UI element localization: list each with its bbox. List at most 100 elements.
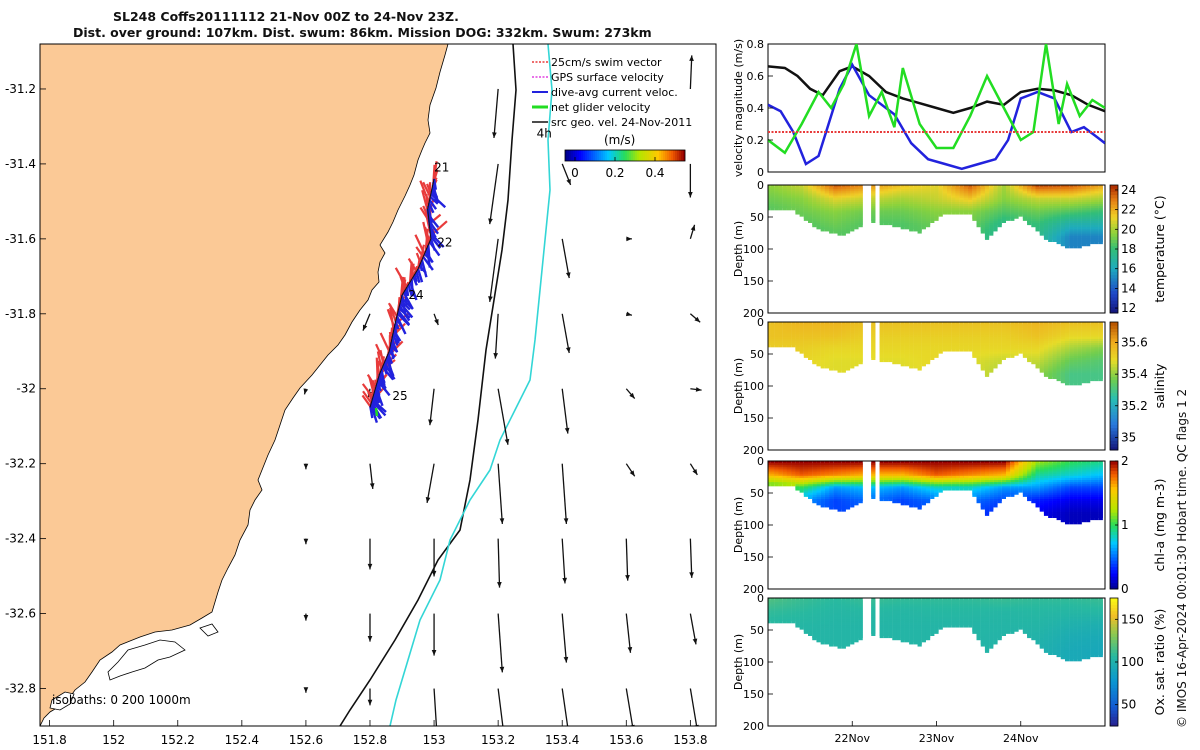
section-cell [774,482,779,487]
section-cell [997,467,1002,472]
section-cell [841,195,846,200]
section-cell [1031,461,1036,466]
section-cell [921,477,926,483]
section-cell [896,494,901,499]
section-cell [883,490,889,495]
section-cell [824,336,830,341]
section-cell [1031,212,1036,217]
section-cell [1060,364,1065,369]
section-cell [904,482,910,487]
section-cell [778,195,783,200]
section-cell [913,490,918,495]
section-cell [795,480,800,485]
section-cell [858,351,863,356]
section-cell [984,364,990,369]
section-cell [972,461,977,466]
section-cell [913,208,918,213]
section-cell [942,330,948,335]
section-cell [879,488,884,493]
section-cell [824,214,830,219]
section-cell [774,477,779,483]
section-cell [841,223,846,228]
section-cell [1060,349,1065,354]
section-cell [824,471,830,476]
section-cell [812,338,817,344]
section-colorbar-cell [1110,207,1118,212]
geovel-arrow-shaft [497,463,503,524]
section-cell [1060,492,1065,497]
section-cell [921,216,926,221]
section-cell [768,193,771,198]
section-cell [829,334,834,339]
section-cell [1022,480,1028,485]
section-cell [1073,242,1078,247]
section-cell [1018,330,1023,335]
section-cell [993,185,998,190]
section-cell [812,486,817,491]
section-cell [1081,469,1087,474]
section-cell [1073,189,1078,194]
section-cell [989,345,994,350]
section-cell [833,463,838,468]
section-cell [845,214,851,219]
section-cell [837,355,842,360]
section-cell [1064,480,1070,485]
section-cell [829,212,834,217]
section-cell [1022,465,1028,470]
section-cell [854,488,859,493]
section-cell [808,467,813,472]
section-cell [1043,212,1049,217]
map-colorbar-cell [569,150,572,161]
section-cell [917,347,922,352]
section-cell [816,187,821,192]
section-cell [1022,475,1028,480]
section-cell [845,501,851,506]
section-cell [1094,199,1099,204]
section-cell [917,366,922,371]
section-cell [1069,357,1074,363]
section-cell [829,499,834,504]
map-colorbar-cell [643,150,646,161]
section-cell [947,473,952,478]
section-colorbar-cell [1110,370,1118,374]
section-cell [888,463,893,468]
geovel-arrow-head [627,647,633,653]
section-cell [972,195,977,200]
section-cell [980,357,985,363]
section-cell [963,338,969,344]
map-frame [39,43,717,727]
section-cell [1090,191,1095,196]
section-cell [930,195,935,200]
section-cell [1069,515,1074,521]
section-cell [1048,197,1053,202]
section-cell [1073,486,1078,491]
section-cell [1086,218,1091,223]
section-cell [778,465,783,470]
section-cell [1069,503,1074,508]
section-cell [845,206,851,211]
section-cell [808,492,813,497]
section-cell [947,195,952,200]
section-colorbar-cell [1110,344,1118,349]
section-cell [816,218,821,223]
section-cell [824,206,830,211]
section-cell [1060,501,1065,506]
section-cell [1073,467,1078,472]
section-cell [1022,334,1028,339]
section-cell [989,475,994,480]
section-cell [896,324,901,329]
section-cell [768,338,771,344]
section-cell [1060,515,1065,521]
section-cell [900,461,905,466]
section-cell [980,494,985,499]
section-cell [1073,368,1078,373]
section-cell [997,332,1002,337]
section-cell [1031,187,1036,192]
section-cell [1043,231,1049,236]
section-cell [1090,357,1095,363]
section-cell [1069,212,1074,217]
section-cell [791,471,796,476]
section-cell [1035,330,1040,335]
section-cell [841,471,846,476]
